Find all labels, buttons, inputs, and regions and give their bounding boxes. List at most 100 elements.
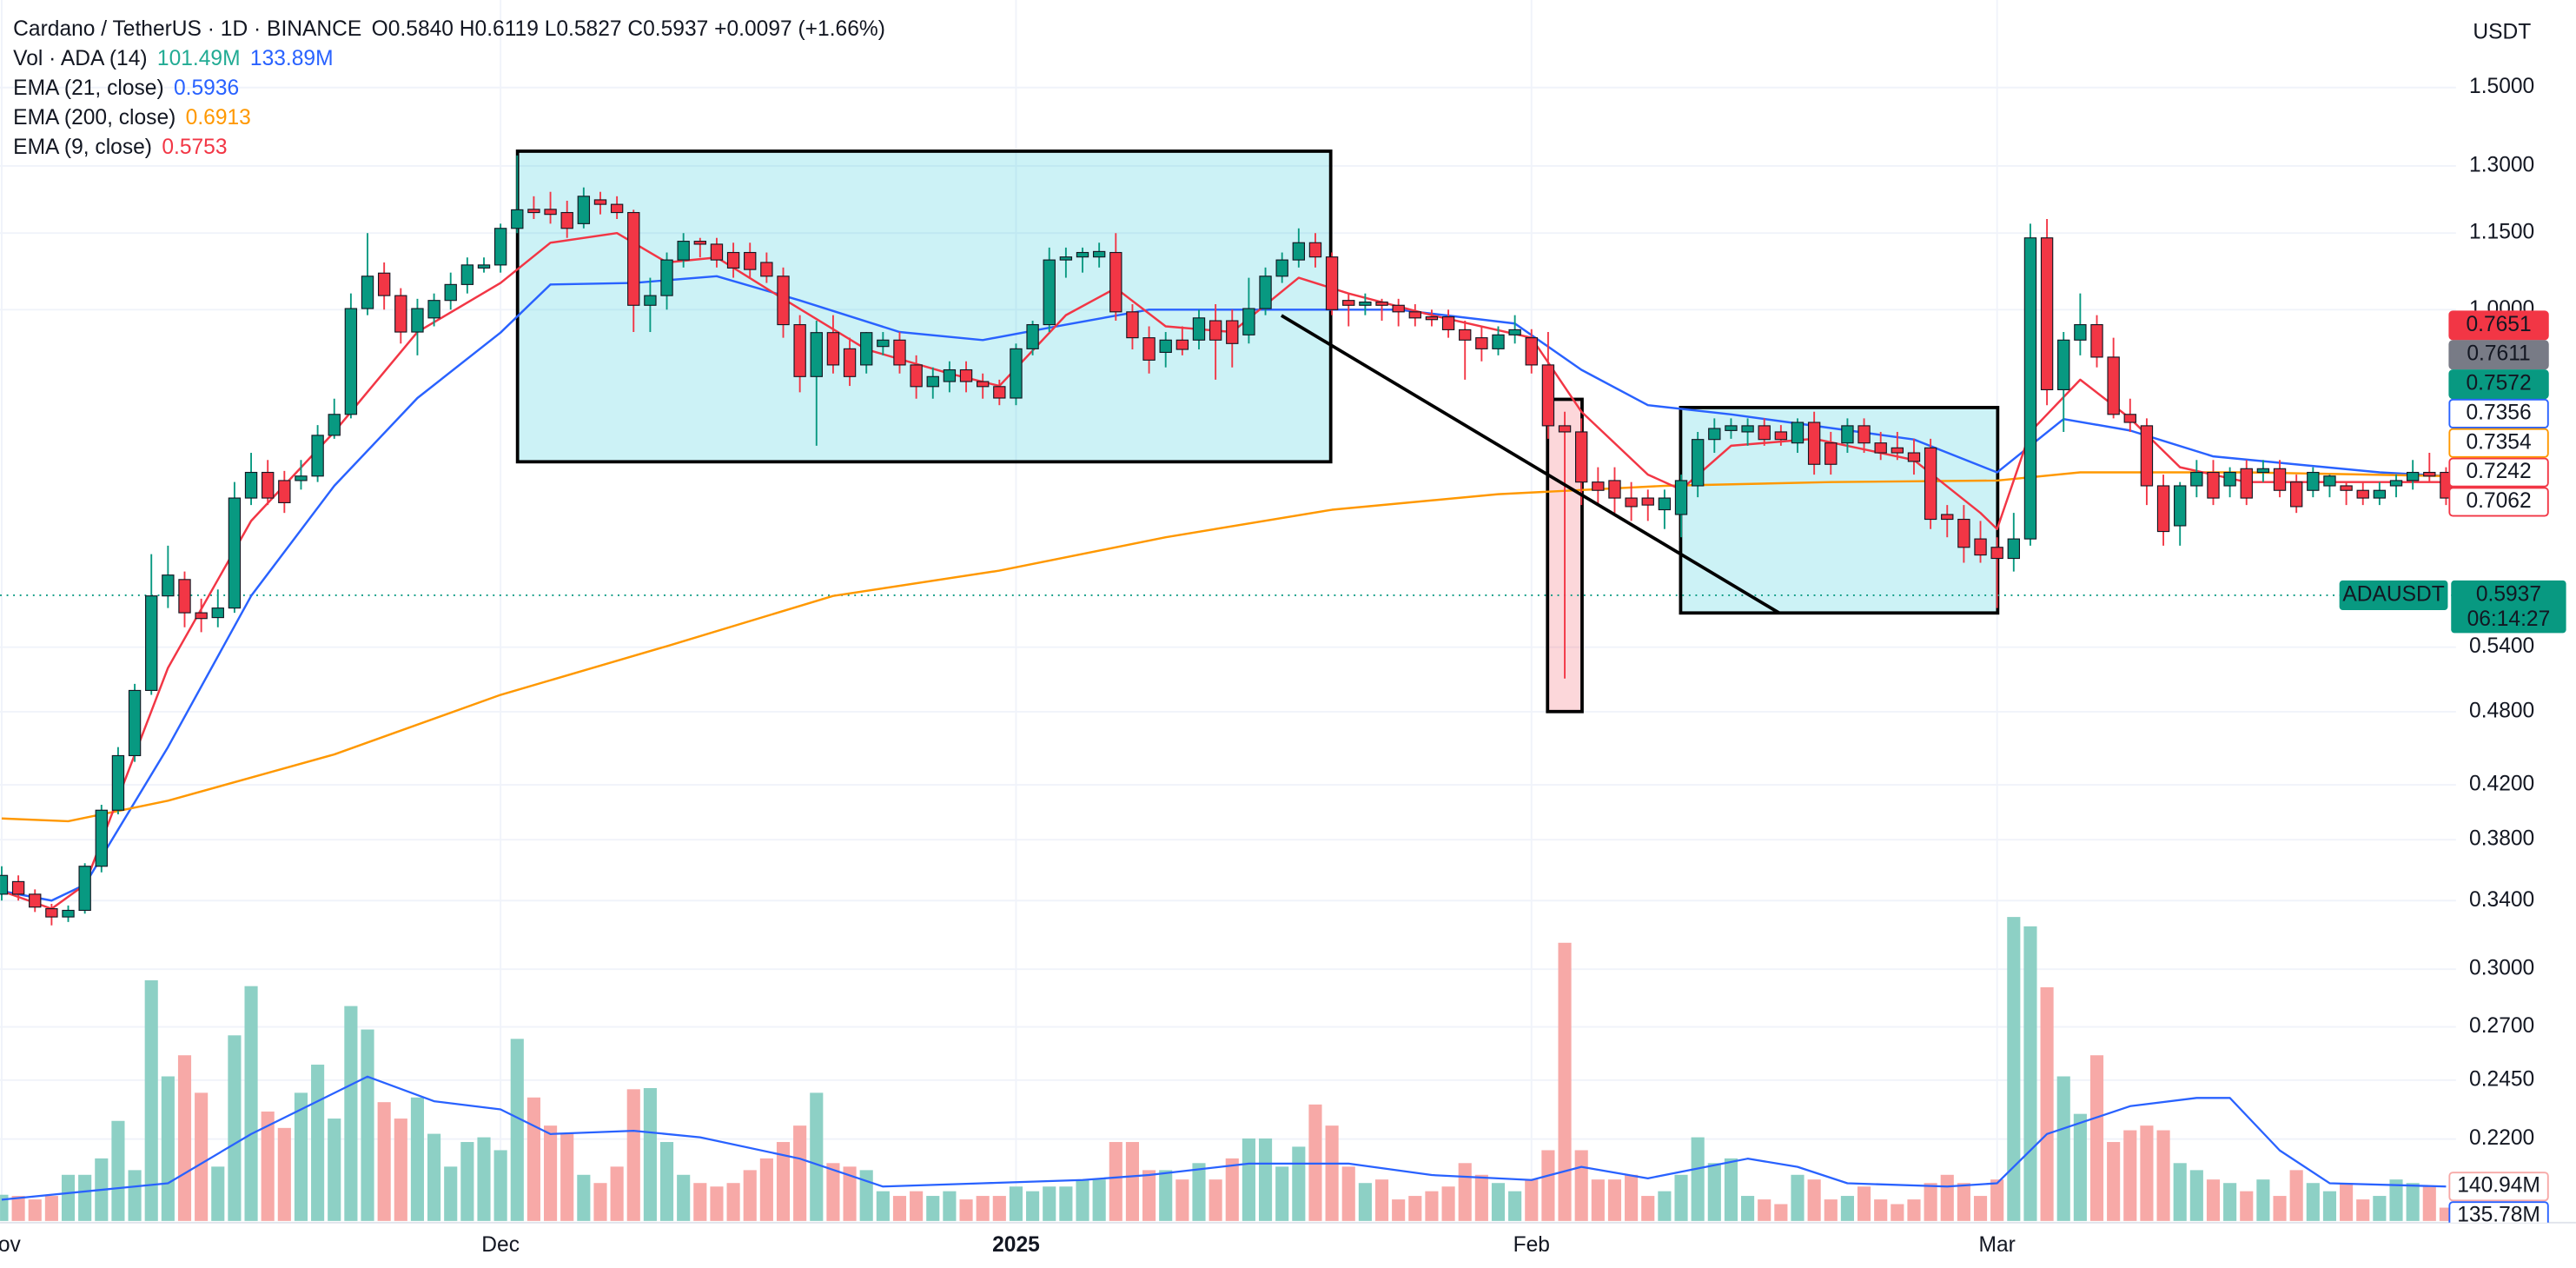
candle-body: [1990, 547, 2003, 560]
candle-body: [1558, 425, 1572, 433]
candle-body: [62, 909, 75, 918]
volume-bar: [1441, 1186, 1455, 1221]
volume-pane: [0, 917, 2453, 1221]
candle-body: [2190, 471, 2203, 487]
candle-body: [2057, 339, 2070, 391]
candle-body: [1608, 480, 1621, 499]
volume-tag: [2448, 1201, 2549, 1223]
candle-body: [893, 339, 906, 366]
price-tag-label: 0.7572: [2466, 372, 2531, 395]
plot-area: [0, 149, 2456, 1221]
legend-value: 101.49M: [157, 47, 241, 70]
volume-bar: [693, 1183, 707, 1221]
volume-bar: [78, 1174, 92, 1221]
candle-body: [1658, 497, 1672, 511]
volume-bar: [2140, 1125, 2154, 1221]
volume-bar: [959, 1199, 973, 1221]
volume-bar: [2340, 1183, 2354, 1221]
legend-volume: Vol · ADA (14) 101.49M 133.89M: [13, 47, 333, 70]
range-box: [515, 149, 1333, 464]
candle-body: [411, 308, 424, 333]
price-tag: [2448, 369, 2549, 400]
volume-bar: [1159, 1170, 1173, 1221]
candle-body: [244, 471, 258, 499]
candle-body: [943, 368, 957, 382]
volume-bar: [1092, 1179, 1106, 1221]
volume-bar: [1043, 1186, 1056, 1221]
candle-body: [2240, 468, 2253, 499]
price-labels: 0.7651 0.7611 0.7572 0.7356 0.7354 0.7242 0.70…: [2339, 310, 2566, 1223]
candle-body: [11, 880, 25, 895]
volume-bar: [261, 1111, 275, 1221]
volume-bar: [2023, 926, 2037, 1221]
volume-bar: [493, 1150, 507, 1221]
volume-bar: [2256, 1179, 2270, 1221]
volume-bar: [2073, 1113, 2087, 1221]
candle-body: [2223, 471, 2236, 487]
volume-bar: [361, 1029, 374, 1221]
volume-bar: [2056, 1076, 2070, 1221]
candle-body: [959, 368, 973, 382]
volume-bar: [1857, 1186, 1871, 1221]
y-tick-label: 1.5000: [2469, 75, 2534, 98]
candle-body: [1974, 538, 1987, 556]
candle-body: [810, 332, 823, 377]
candle-body: [527, 209, 540, 214]
volume-bar: [477, 1137, 491, 1221]
y-tick-label: 1.3000: [2469, 153, 2534, 176]
volume-bar: [1874, 1199, 1888, 1221]
candle-body: [1841, 425, 1854, 444]
candle-body: [677, 241, 690, 261]
candle-body: [195, 612, 208, 620]
candle-body: [1791, 422, 1805, 444]
candle-body: [1541, 364, 1555, 427]
legend-line: EMA (200, close) 0.6913: [13, 106, 251, 129]
x-tick-label: Feb: [1513, 1233, 1550, 1257]
legend-name: EMA (9, close): [13, 136, 152, 159]
volume-bar: [2173, 1163, 2187, 1221]
candle-body: [228, 497, 242, 609]
price-tag: [2448, 310, 2549, 341]
legend-line: EMA (21, close) 0.5936: [13, 76, 239, 100]
x-tick-label: Mar: [1979, 1233, 2016, 1257]
volume-bar: [726, 1183, 740, 1221]
volume-bar: [1824, 1199, 1838, 1221]
volume-bar: [44, 1196, 58, 1221]
volume-bar: [61, 1174, 76, 1221]
candle-body: [1325, 256, 1339, 310]
candle-body: [860, 332, 873, 366]
volume-bar: [2356, 1199, 2370, 1221]
candle-body: [777, 276, 790, 326]
candles: [0, 155, 2453, 926]
candle-body: [1858, 425, 1871, 444]
candle-body: [394, 295, 407, 333]
volume-bar: [294, 1092, 308, 1221]
volume-bar: [710, 1186, 724, 1221]
volume-bar: [1525, 1179, 1539, 1221]
y-tick-label: 0.4200: [2469, 773, 2534, 796]
volume-bar: [610, 1166, 624, 1221]
volume-bar: [1607, 1179, 1622, 1221]
candle-body: [2273, 468, 2287, 491]
volume-bar: [1541, 1150, 1555, 1221]
candle-body: [1092, 250, 1106, 258]
volume-bar: [1957, 1183, 1970, 1221]
volume-bar: [1392, 1199, 1406, 1221]
volume-bar: [677, 1174, 691, 1221]
price-tag-label: 0.7356: [2466, 401, 2531, 424]
y-tick-label: 1.1500: [2469, 221, 2534, 244]
candle-body: [2140, 425, 2154, 487]
volume-bar: [759, 1158, 773, 1221]
symbol: Cardano / TetherUS · 1D · BINANCE: [13, 17, 361, 41]
y-tick-label: 0.3800: [2469, 827, 2534, 851]
volume-bar: [2422, 1186, 2436, 1221]
candle-body: [2323, 475, 2336, 487]
candle-body: [1408, 311, 1421, 319]
candle-body: [1625, 497, 1638, 508]
volume-bar: [1591, 1179, 1605, 1221]
volume-bar: [344, 1006, 358, 1221]
candle-body: [2007, 538, 2020, 560]
candle-body: [29, 893, 42, 908]
candle-body: [1425, 315, 1439, 321]
